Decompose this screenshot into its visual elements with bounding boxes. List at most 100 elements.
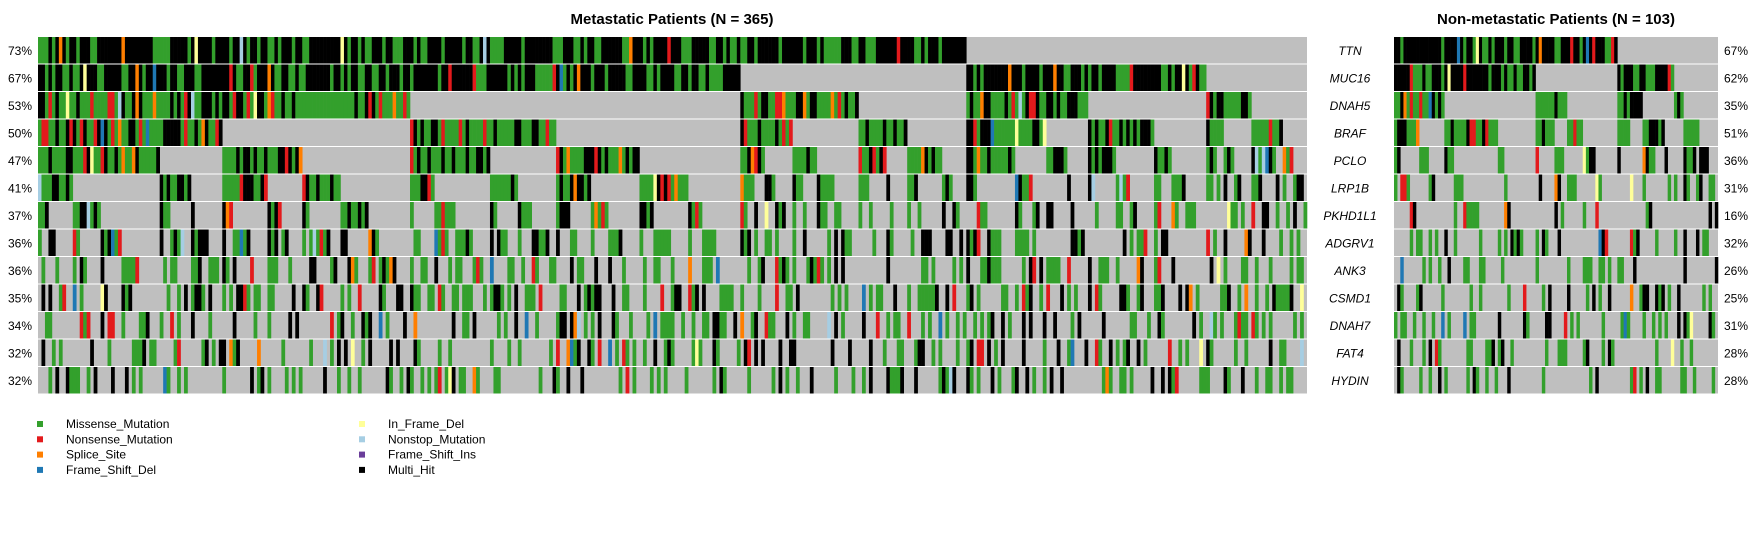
- mutation-cell: [649, 367, 654, 394]
- mutation-cell: [1140, 257, 1144, 284]
- mutation-cell: [959, 257, 964, 284]
- pct-label-metastatic: 73%: [8, 44, 32, 58]
- mutation-cell: [848, 229, 852, 256]
- mutation-cell: [218, 92, 223, 119]
- mutation-cell: [131, 37, 136, 64]
- mutation-cell: [378, 284, 383, 311]
- mutation-cell: [1548, 284, 1552, 311]
- mutation-cell: [430, 119, 435, 146]
- mutation-cell: [663, 339, 668, 366]
- mutation-cell: [225, 64, 230, 91]
- mutation-cell: [347, 367, 352, 394]
- mutation-cell: [973, 312, 978, 339]
- mutation-cell: [371, 64, 376, 91]
- mutation-cell: [1209, 119, 1214, 146]
- mutation-cell: [1447, 257, 1451, 284]
- mutation-cell: [253, 64, 258, 91]
- mutation-cell: [976, 119, 981, 146]
- mutation-cell: [184, 367, 188, 394]
- mutation-cell: [608, 64, 612, 91]
- mutation-cell: [559, 64, 564, 91]
- mutation-cell: [1035, 202, 1040, 229]
- mutation-cell: [448, 37, 453, 64]
- mutation-cell: [983, 64, 988, 91]
- mutation-cell: [51, 37, 56, 64]
- mutation-cell: [378, 92, 383, 119]
- mutation-cell: [1658, 367, 1662, 394]
- mutation-cell: [583, 312, 588, 339]
- mutation-cell: [705, 37, 710, 64]
- mutation-cell: [1708, 202, 1713, 229]
- mutation-cell: [448, 257, 453, 284]
- mutation-cell: [1673, 229, 1678, 256]
- mutation-cell: [695, 202, 699, 229]
- mutation-cell: [1174, 64, 1179, 91]
- mutation-cell: [1655, 367, 1659, 394]
- mutation-cell: [1289, 284, 1294, 311]
- mutation-cell: [1658, 312, 1662, 339]
- mutation-cell: [1098, 339, 1103, 366]
- mutation-cell: [1434, 229, 1439, 256]
- mutation-cell: [243, 284, 247, 311]
- mutation-cell: [646, 37, 651, 64]
- mutation-cell: [1032, 92, 1037, 119]
- mutation-cell: [896, 37, 901, 64]
- mutation-cell: [1447, 147, 1451, 174]
- mutation-cell: [1171, 202, 1176, 229]
- mutation-cell: [1261, 202, 1266, 229]
- mutation-cell: [952, 257, 957, 284]
- mutation-cell: [208, 257, 213, 284]
- legend: Missense_MutationNonsense_MutationSplice…: [37, 417, 485, 477]
- mutation-cell: [208, 119, 213, 146]
- mutation-cell: [100, 312, 105, 339]
- mutation-cell: [1673, 92, 1678, 119]
- mutation-cell: [660, 229, 665, 256]
- mutation-cell: [1645, 64, 1650, 91]
- mutation-cell: [416, 147, 421, 174]
- mutation-cell: [792, 257, 797, 284]
- mutation-cell: [427, 119, 432, 146]
- mutation-cell: [792, 339, 797, 366]
- mutation-cell: [510, 119, 515, 146]
- mutation-cell: [966, 174, 971, 201]
- mutation-cell: [1409, 339, 1414, 366]
- mutation-cell: [1500, 257, 1505, 284]
- mutation-cell: [524, 202, 529, 229]
- mutation-cell: [72, 147, 77, 174]
- mutation-cell: [1001, 92, 1005, 119]
- mutation-cell: [990, 119, 995, 146]
- mutation-cell: [538, 37, 543, 64]
- mutation-cell: [1129, 229, 1134, 256]
- mutation-cell: [917, 147, 922, 174]
- mutation-cell: [1081, 229, 1085, 256]
- mutation-cell: [1081, 64, 1085, 91]
- mutation-cell: [514, 312, 519, 339]
- mutation-cell: [277, 92, 282, 119]
- mutation-cell: [135, 339, 140, 366]
- mutation-cell: [538, 229, 543, 256]
- mutation-cell: [177, 312, 181, 339]
- mutation-cell: [138, 312, 143, 339]
- pct-label-nonmetastatic: 31%: [1724, 182, 1748, 196]
- mutation-cell: [1472, 312, 1477, 339]
- mutation-cell: [420, 174, 425, 201]
- mutation-cell: [684, 37, 689, 64]
- panel-title-nonmetastatic: Non-metastatic Patients (N = 103): [1437, 11, 1675, 28]
- mutation-cell: [250, 174, 254, 201]
- mutation-cell: [222, 37, 227, 64]
- mutation-cell: [263, 174, 268, 201]
- mutation-cell: [229, 284, 233, 311]
- mutation-cell: [267, 229, 272, 256]
- mutation-cell: [705, 229, 710, 256]
- mutation-cell: [1174, 367, 1179, 394]
- mutation-cell: [55, 119, 60, 146]
- mutation-cell: [270, 229, 275, 256]
- mutation-cell: [131, 339, 136, 366]
- mutation-cell: [295, 92, 300, 119]
- mutation-cell: [858, 202, 863, 229]
- mutation-cell: [97, 92, 101, 119]
- mutation-cell: [667, 64, 672, 91]
- mutation-cell: [1472, 64, 1477, 91]
- mutation-cell: [733, 312, 738, 339]
- mutation-cell: [1548, 312, 1552, 339]
